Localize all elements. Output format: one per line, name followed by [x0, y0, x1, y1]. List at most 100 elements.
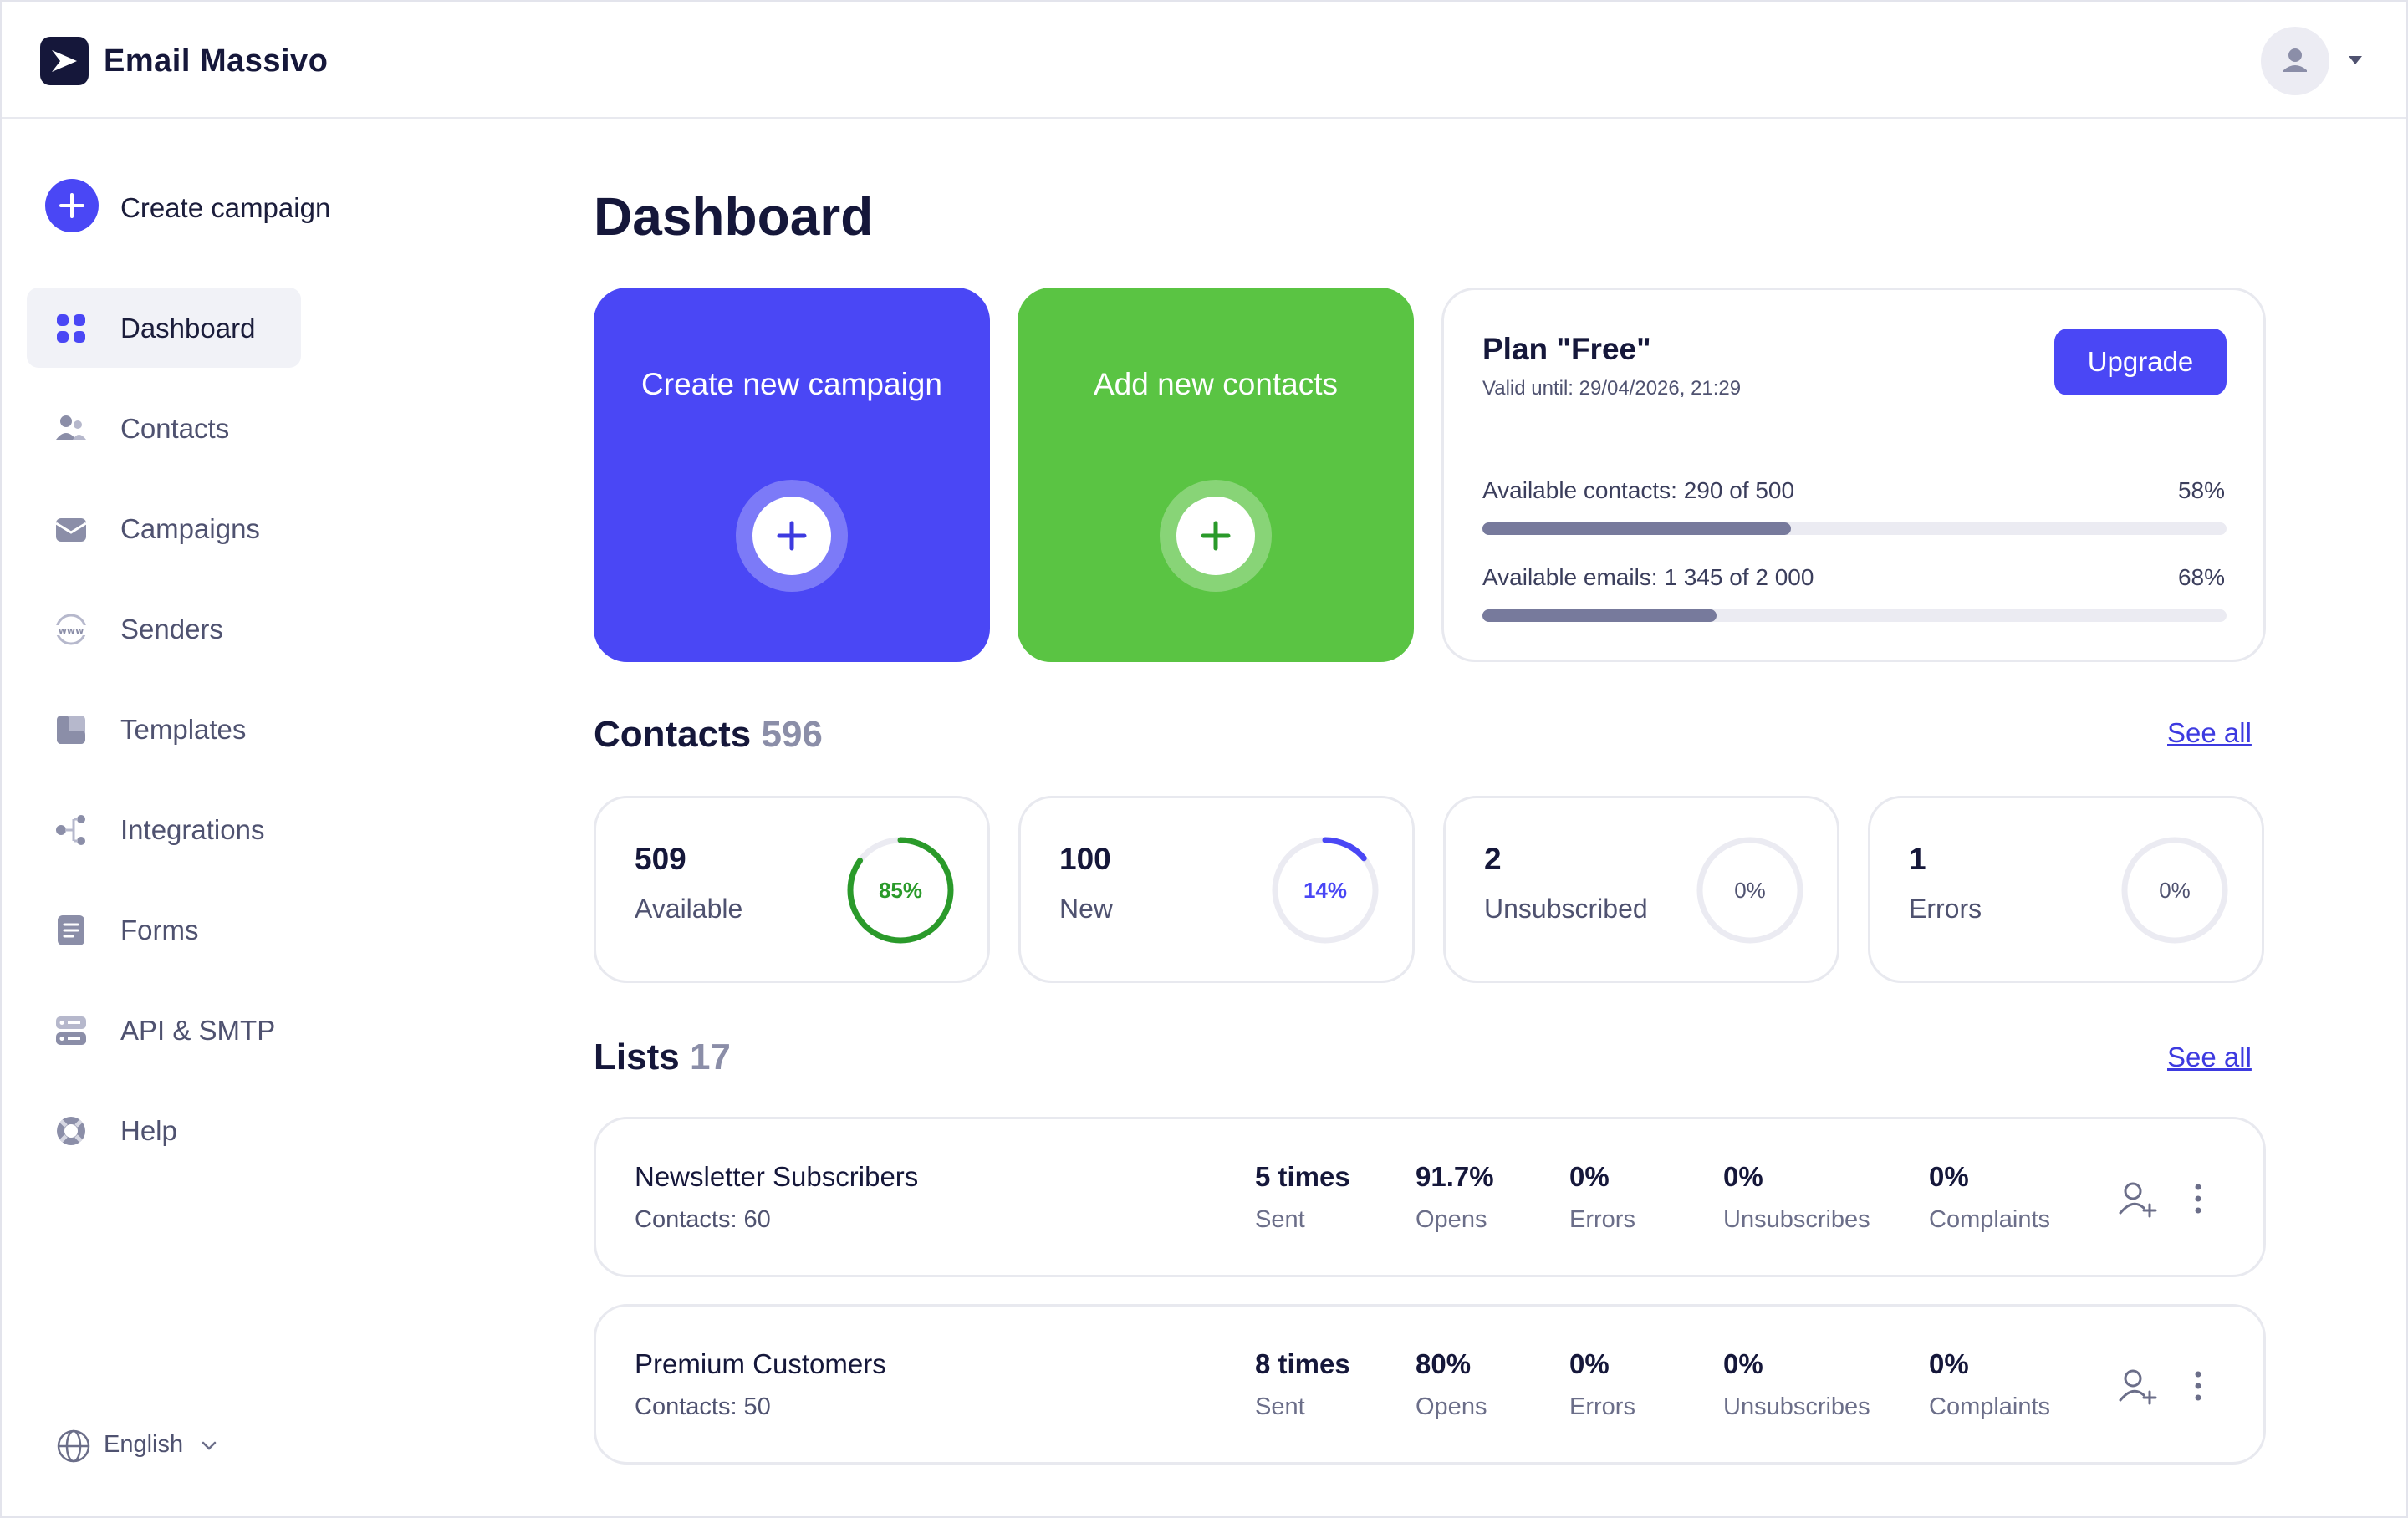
stat-value: 509 — [635, 842, 686, 876]
user-avatar-icon[interactable] — [2261, 27, 2329, 95]
create-new-campaign-label: Create new campaign — [641, 367, 942, 401]
svg-text:www: www — [59, 625, 84, 636]
opens-label: Opens — [1416, 1206, 1487, 1233]
emails-quota-label: Available emails: 1 345 of 2 000 — [1482, 564, 1814, 590]
sidebar-item-label: API & SMTP — [120, 1015, 276, 1046]
list-name: Premium Customers — [635, 1348, 886, 1379]
complaints-label: Complaints — [1929, 1206, 2051, 1233]
list-name: Newsletter Subscribers — [635, 1161, 919, 1192]
envelope-icon — [55, 518, 87, 542]
contacts-count: 596 — [761, 714, 823, 755]
sidebar-item-integrations[interactable]: Integrations — [27, 789, 301, 869]
progress-ring — [1272, 837, 1379, 944]
contacts-section-label: Contacts — [594, 714, 752, 755]
sidebar-item-label: Forms — [120, 914, 199, 945]
list-item[interactable]: Premium Customers Contacts: 50 8 times S… — [594, 1304, 2266, 1465]
stat-label: Unsubscribed — [1484, 894, 1648, 924]
complaints-value: 0% — [1929, 1161, 1969, 1192]
add-new-contacts-label: Add new contacts — [1093, 367, 1339, 401]
lists-section-title: Lists 17 — [594, 1037, 731, 1078]
emails-quota-fill — [1482, 609, 1717, 622]
contacts-quota-fill — [1482, 522, 1792, 535]
plus-icon — [736, 480, 848, 592]
server-icon — [56, 1016, 86, 1045]
sidebar-item-label: Dashboard — [120, 313, 256, 344]
chevron-down-icon — [202, 1441, 217, 1450]
list-item[interactable]: Newsletter Subscribers Contacts: 60 5 ti… — [594, 1117, 2266, 1277]
create-new-campaign-card[interactable]: Create new campaign — [594, 288, 990, 662]
progress-ring-track — [1696, 837, 1803, 944]
stat-percent: 0% — [1734, 878, 1766, 903]
page-title: Dashboard — [594, 186, 874, 247]
sent-label: Sent — [1255, 1206, 1305, 1233]
more-options-icon[interactable] — [2188, 1365, 2208, 1407]
contacts-see-all-link[interactable]: See all — [2167, 717, 2252, 748]
sidebar-item-label: Contacts — [120, 413, 230, 444]
globe-icon — [57, 1429, 90, 1463]
sidebar-item-label: Integrations — [120, 814, 265, 845]
sidebar-item-campaigns[interactable]: Campaigns — [27, 488, 301, 568]
progress-ring — [2121, 837, 2228, 944]
complaints-value: 0% — [1929, 1348, 1969, 1379]
app-logo-icon[interactable] — [40, 37, 89, 85]
errors-label: Errors — [1569, 1206, 1635, 1233]
contacts-quota-percent: 58% — [2177, 477, 2225, 503]
unsubscribes-label: Unsubscribes — [1723, 1206, 1870, 1233]
stat-card-unsubscribed[interactable]: 2 Unsubscribed 0% — [1443, 796, 1839, 983]
add-user-icon[interactable] — [2116, 1178, 2158, 1220]
upgrade-button[interactable]: Upgrade — [2054, 329, 2227, 395]
emails-quota-bar — [1482, 609, 2227, 622]
plan-card: Plan "Free" Valid until: 29/04/2026, 21:… — [1441, 288, 2266, 662]
errors-value: 0% — [1569, 1161, 1610, 1192]
sidebar-item-label: Campaigns — [120, 513, 260, 544]
lists-see-all-link[interactable]: See all — [2167, 1042, 2252, 1072]
progress-ring — [1696, 837, 1803, 944]
sidebar-item-help[interactable]: Help — [27, 1090, 301, 1170]
create-campaign-button[interactable]: Create campaign — [45, 179, 380, 237]
sidebar-item-api-smtp[interactable]: API & SMTP — [27, 990, 301, 1070]
opens-label: Opens — [1416, 1393, 1487, 1420]
stat-percent: 14% — [1303, 878, 1348, 903]
sidebar-item-forms[interactable]: Forms — [27, 889, 301, 970]
more-options-icon[interactable] — [2188, 1178, 2208, 1220]
stat-card-new[interactable]: 100 New 14% — [1018, 796, 1415, 983]
lifebuoy-icon — [57, 1117, 85, 1145]
app-name[interactable]: Email Massivo — [104, 43, 329, 79]
www-globe-icon: www — [54, 614, 88, 645]
stat-label: Available — [635, 894, 743, 924]
stat-card-available[interactable]: 509 Available 85% — [594, 796, 990, 983]
stat-value: 2 — [1484, 842, 1502, 876]
sidebar-item-dashboard[interactable]: Dashboard — [27, 288, 301, 368]
add-user-icon[interactable] — [2116, 1365, 2158, 1407]
progress-ring-track — [2121, 837, 2228, 944]
unsubscribes-value: 0% — [1723, 1161, 1763, 1192]
emails-quota-percent: 68% — [2177, 564, 2225, 590]
stat-value: 100 — [1059, 842, 1111, 876]
chevron-down-icon[interactable] — [2346, 53, 2365, 67]
template-icon — [57, 716, 85, 744]
top-header: Email Massivo — [2, 2, 2406, 119]
lists-section-label: Lists — [594, 1037, 680, 1077]
sidebar-item-label: Help — [120, 1115, 177, 1146]
stat-percent: 0% — [2159, 878, 2191, 903]
stat-label: New — [1059, 894, 1114, 924]
errors-label: Errors — [1569, 1393, 1635, 1420]
create-campaign-label: Create campaign — [120, 192, 331, 223]
sidebar-item-templates[interactable]: Templates — [27, 689, 301, 769]
plan-valid-until: Valid until: 29/04/2026, 21:29 — [1482, 377, 1742, 400]
sidebar-item-contacts[interactable]: Contacts — [27, 388, 301, 468]
form-icon — [58, 915, 84, 945]
stat-card-errors[interactable]: 1 Errors 0% — [1868, 796, 2264, 983]
add-new-contacts-card[interactable]: Add new contacts — [1018, 288, 1414, 662]
opens-value: 91.7% — [1416, 1161, 1494, 1192]
language-label: English — [104, 1431, 184, 1458]
list-contacts: Contacts: 60 — [635, 1206, 771, 1233]
plus-icon — [1160, 480, 1272, 592]
users-icon — [56, 415, 86, 440]
sidebar-item-label: Senders — [120, 614, 223, 644]
progress-ring — [847, 837, 954, 944]
integrations-icon — [56, 815, 85, 845]
progress-ring-arc — [847, 837, 954, 944]
sidebar-item-senders[interactable]: www Senders — [27, 588, 301, 669]
